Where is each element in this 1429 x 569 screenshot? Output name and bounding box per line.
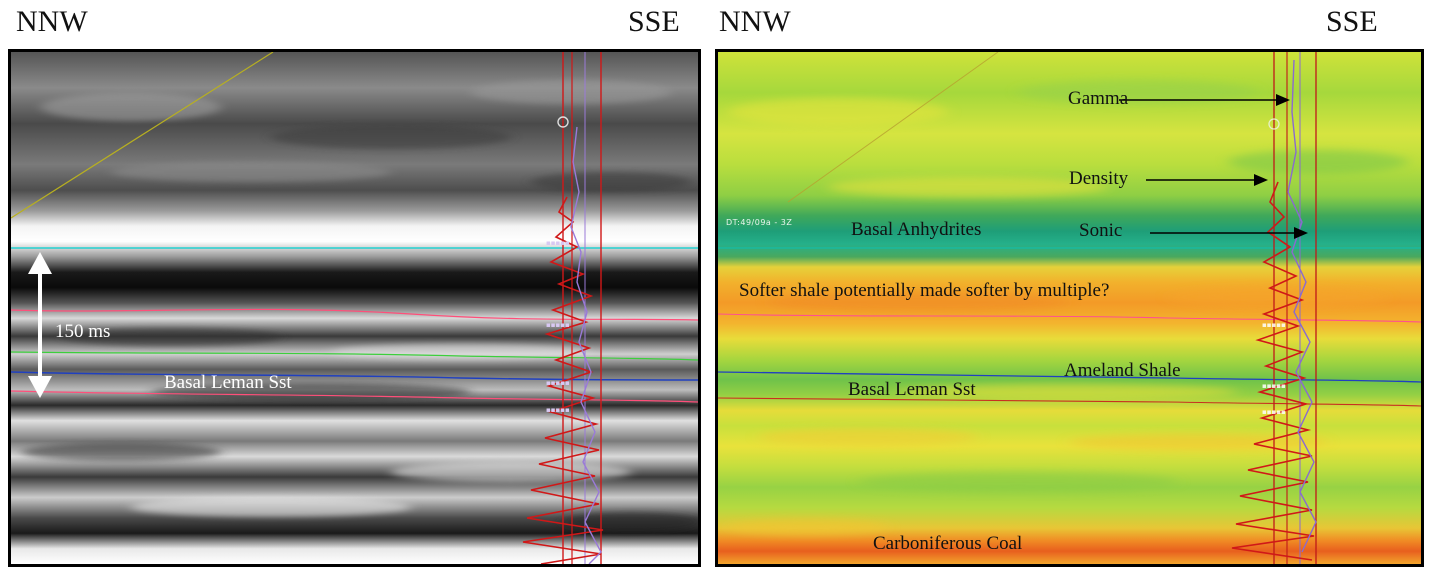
- svg-text:▪▪▪▪▪: ▪▪▪▪▪: [546, 406, 570, 414]
- horizon-blue: [11, 371, 698, 381]
- colour-inversion-image: ▪▪▪▪▪ ▪▪▪▪▪ ▪▪▪▪▪: [718, 52, 1421, 564]
- horizon-blue-right: [718, 371, 1421, 383]
- grayscale-seismic-image: ▪▪▪▪▪ ▪▪▪▪▪ ▪▪▪▪▪ ▪▪▪▪▪: [11, 52, 698, 564]
- label-gamma: Gamma: [1068, 88, 1129, 109]
- right-direction-nnw: NNW: [719, 5, 791, 38]
- label-sonic: Sonic: [1079, 220, 1123, 241]
- diagonal-line: [787, 52, 999, 203]
- label-basal-anhydrites: Basal Anhydrites: [851, 219, 982, 240]
- svg-text:▪▪▪▪▪: ▪▪▪▪▪: [546, 321, 570, 329]
- horizon-pink-lower: [11, 390, 698, 403]
- right-direction-sse: SSE: [1326, 5, 1378, 38]
- left-direction-sse: SSE: [628, 5, 680, 38]
- svg-text:▪▪▪▪▪: ▪▪▪▪▪: [546, 239, 570, 247]
- horizon-pink-right: [718, 313, 1421, 323]
- horizon-red-right: [718, 397, 1421, 407]
- well-log-track-right: ▪▪▪▪▪ ▪▪▪▪▪ ▪▪▪▪▪: [1231, 52, 1317, 564]
- well-log-track: ▪▪▪▪▪ ▪▪▪▪▪ ▪▪▪▪▪ ▪▪▪▪▪: [522, 52, 604, 564]
- seismic-section-colour: ▪▪▪▪▪ ▪▪▪▪▪ ▪▪▪▪▪ DT:49/09a - 3Z Gamma D…: [715, 49, 1424, 567]
- label-softer-shale: Softer shale potentially made softer by …: [739, 280, 1110, 301]
- well-marker-icon: [557, 116, 569, 128]
- label-density: Density: [1069, 168, 1129, 189]
- label-basal-leman-left: Basal Leman Sst: [164, 372, 292, 393]
- well-tag: DT:49/09a - 3Z: [726, 218, 793, 227]
- well-marker-icon-right: [1268, 118, 1280, 130]
- seismic-section-grayscale: ▪▪▪▪▪ ▪▪▪▪▪ ▪▪▪▪▪ ▪▪▪▪▪ 150 ms Basal Lem…: [8, 49, 701, 567]
- horizon-green: [11, 351, 698, 361]
- horizon-pink-upper: [11, 308, 698, 321]
- svg-text:▪▪▪▪▪: ▪▪▪▪▪: [1262, 382, 1286, 390]
- scale-label: 150 ms: [55, 321, 111, 342]
- svg-text:▪▪▪▪▪: ▪▪▪▪▪: [1262, 321, 1286, 329]
- label-basal-leman-right: Basal Leman Sst: [848, 379, 976, 400]
- diagonal-yellow-line: [11, 52, 274, 219]
- label-carboniferous-coal: Carboniferous Coal: [873, 533, 1023, 554]
- svg-text:▪▪▪▪▪: ▪▪▪▪▪: [546, 379, 570, 387]
- scale-double-arrow: [28, 252, 52, 398]
- annotation-arrows: [1119, 94, 1308, 239]
- svg-text:▪▪▪▪▪: ▪▪▪▪▪: [1262, 408, 1286, 416]
- label-ameland-shale: Ameland Shale: [1064, 360, 1181, 381]
- left-direction-nnw: NNW: [16, 5, 88, 38]
